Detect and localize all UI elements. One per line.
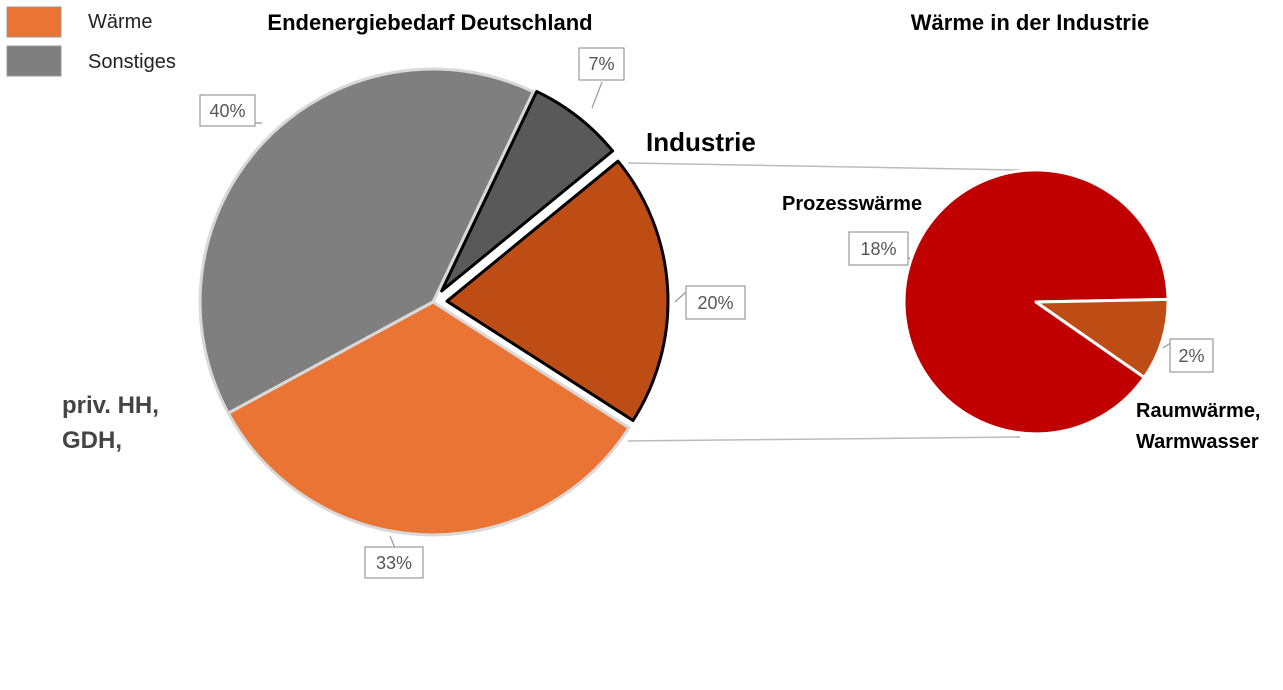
data-label-7: 7% [578, 47, 625, 81]
pie-slice-waerme-haushalte-33 [226, 300, 631, 537]
leader-line-20 [674, 291, 687, 303]
label-priv-hh: priv. HH, [62, 392, 159, 419]
pie-slice-raumwaerme-2 [1034, 297, 1170, 379]
connector-line-bottom [627, 436, 1021, 442]
data-label-40: 40% [199, 94, 256, 127]
pie-slice-industrie-sonstiges-7 [440, 90, 615, 293]
data-label-2: 2% [1169, 338, 1214, 373]
sub-pie-title: Wärme in der Industrie [911, 10, 1149, 35]
svg-text:2%: 2% [1178, 346, 1204, 366]
label-prozesswaerme: Prozesswärme [782, 193, 922, 215]
legend-label-waerme: Wärme [88, 11, 152, 33]
svg-text:20%: 20% [697, 293, 733, 313]
svg-text:7%: 7% [588, 54, 614, 74]
leader-line-33 [389, 535, 396, 549]
pie-slice-industrie-waerme-20 [445, 159, 670, 422]
data-label-33: 33% [364, 546, 424, 579]
pie-slice-sonstiges-40 [198, 67, 535, 415]
svg-text:33%: 33% [376, 553, 412, 573]
label-raumwaerme: Raumwärme, [1136, 400, 1261, 422]
legend: Wärme Sonstiges [6, 6, 176, 77]
svg-text:40%: 40% [209, 101, 245, 121]
data-label-20: 20% [685, 285, 746, 320]
label-warmwasser: Warmwasser [1136, 431, 1259, 453]
legend-swatch-sonstiges [6, 45, 62, 77]
svg-text:18%: 18% [860, 239, 896, 259]
leader-line-7 [591, 81, 603, 109]
main-pie-title: Endenergiebedarf Deutschland [267, 10, 592, 35]
connector-line-top [627, 162, 1021, 171]
legend-swatch-waerme [6, 6, 62, 38]
label-gdh: GDH, [62, 427, 122, 454]
label-industrie: Industrie [646, 127, 756, 157]
legend-label-sonstiges: Sonstiges [88, 51, 176, 73]
data-label-18: 18% [848, 231, 909, 266]
